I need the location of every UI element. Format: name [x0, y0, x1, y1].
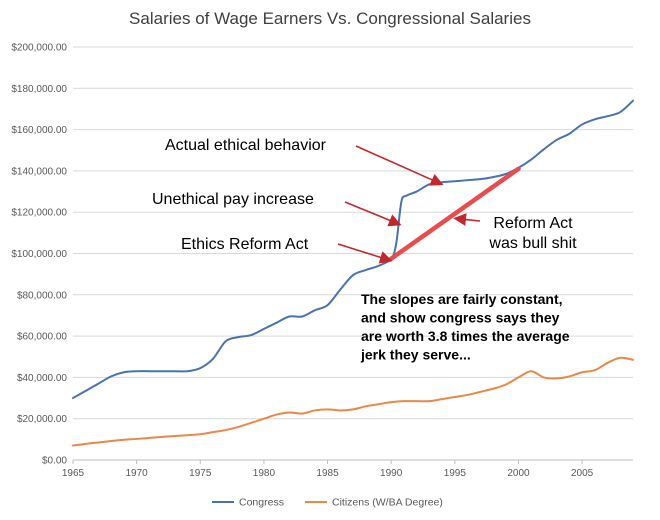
series-line-congress: [72, 99, 634, 400]
x-tick-label: 1985: [316, 468, 339, 479]
x-tick-label: 1965: [62, 468, 85, 479]
x-tick-label: 2000: [507, 468, 530, 479]
axes: $0.00 $20,000.00 $40,000.00 $60,000.00 $80,0…: [11, 43, 633, 479]
series-line-citizens: [72, 356, 634, 447]
annotation-label: Actual ethical behavior: [165, 137, 327, 154]
y-tick-label: $140,000.00: [11, 166, 67, 177]
annotation-label-line: Reform Act: [493, 215, 573, 232]
annotation-label: Unethical pay increase: [152, 191, 314, 208]
y-tick-label: $100,000.00: [11, 249, 67, 260]
y-tick-label: $200,000.00: [11, 43, 67, 54]
gridlines: [73, 46, 633, 461]
x-tick-label: 1990: [380, 468, 403, 479]
y-tick-label: $20,000.00: [17, 414, 67, 425]
commentary-note-line: jerk they serve...: [360, 347, 471, 363]
x-tick-label: 1970: [126, 468, 149, 479]
annotation-label: Reform Act was bull shit: [488, 215, 577, 252]
series-lines: [72, 99, 634, 447]
annotation-arrow: [344, 201, 402, 227]
annotation-arrow: [355, 145, 444, 186]
legend-label-congress: Congress: [239, 497, 284, 509]
x-tick-label: 1980: [253, 468, 276, 479]
y-tick-label: $180,000.00: [11, 84, 67, 95]
y-tick-label: $160,000.00: [11, 125, 67, 136]
y-tick-label: $80,000.00: [17, 290, 67, 301]
annotation-label: Ethics Reform Act: [181, 236, 309, 253]
annotation-arrow: [453, 213, 481, 226]
y-tick-label: $40,000.00: [17, 373, 67, 384]
y-tick-label: $120,000.00: [11, 208, 67, 219]
annotation-arrow: [337, 243, 393, 264]
y-tick-label: $60,000.00: [17, 332, 67, 343]
x-tick-label: 1975: [189, 468, 212, 479]
annotations-layer: Actual ethical behavior Unethical pay inc…: [152, 137, 577, 363]
legend-label-citizens: Citizens (W/BA Degree): [332, 497, 443, 509]
y-tick-label: $0.00: [42, 456, 67, 467]
chart-title: Salaries of Wage Earners Vs. Congression…: [129, 9, 531, 28]
legend: Congress Citizens (W/BA Degree): [212, 497, 443, 509]
commentary-note: The slopes are fairly constant, and show …: [360, 291, 570, 363]
commentary-note-line: are worth 3.8 times the average: [361, 328, 570, 344]
commentary-note-line: The slopes are fairly constant,: [361, 291, 563, 307]
annotation-label-line: was bull shit: [488, 235, 577, 252]
x-tick-label: 1995: [444, 468, 467, 479]
commentary-note-line: and show congress says they: [361, 310, 560, 326]
x-tick-label: 2005: [571, 468, 594, 479]
